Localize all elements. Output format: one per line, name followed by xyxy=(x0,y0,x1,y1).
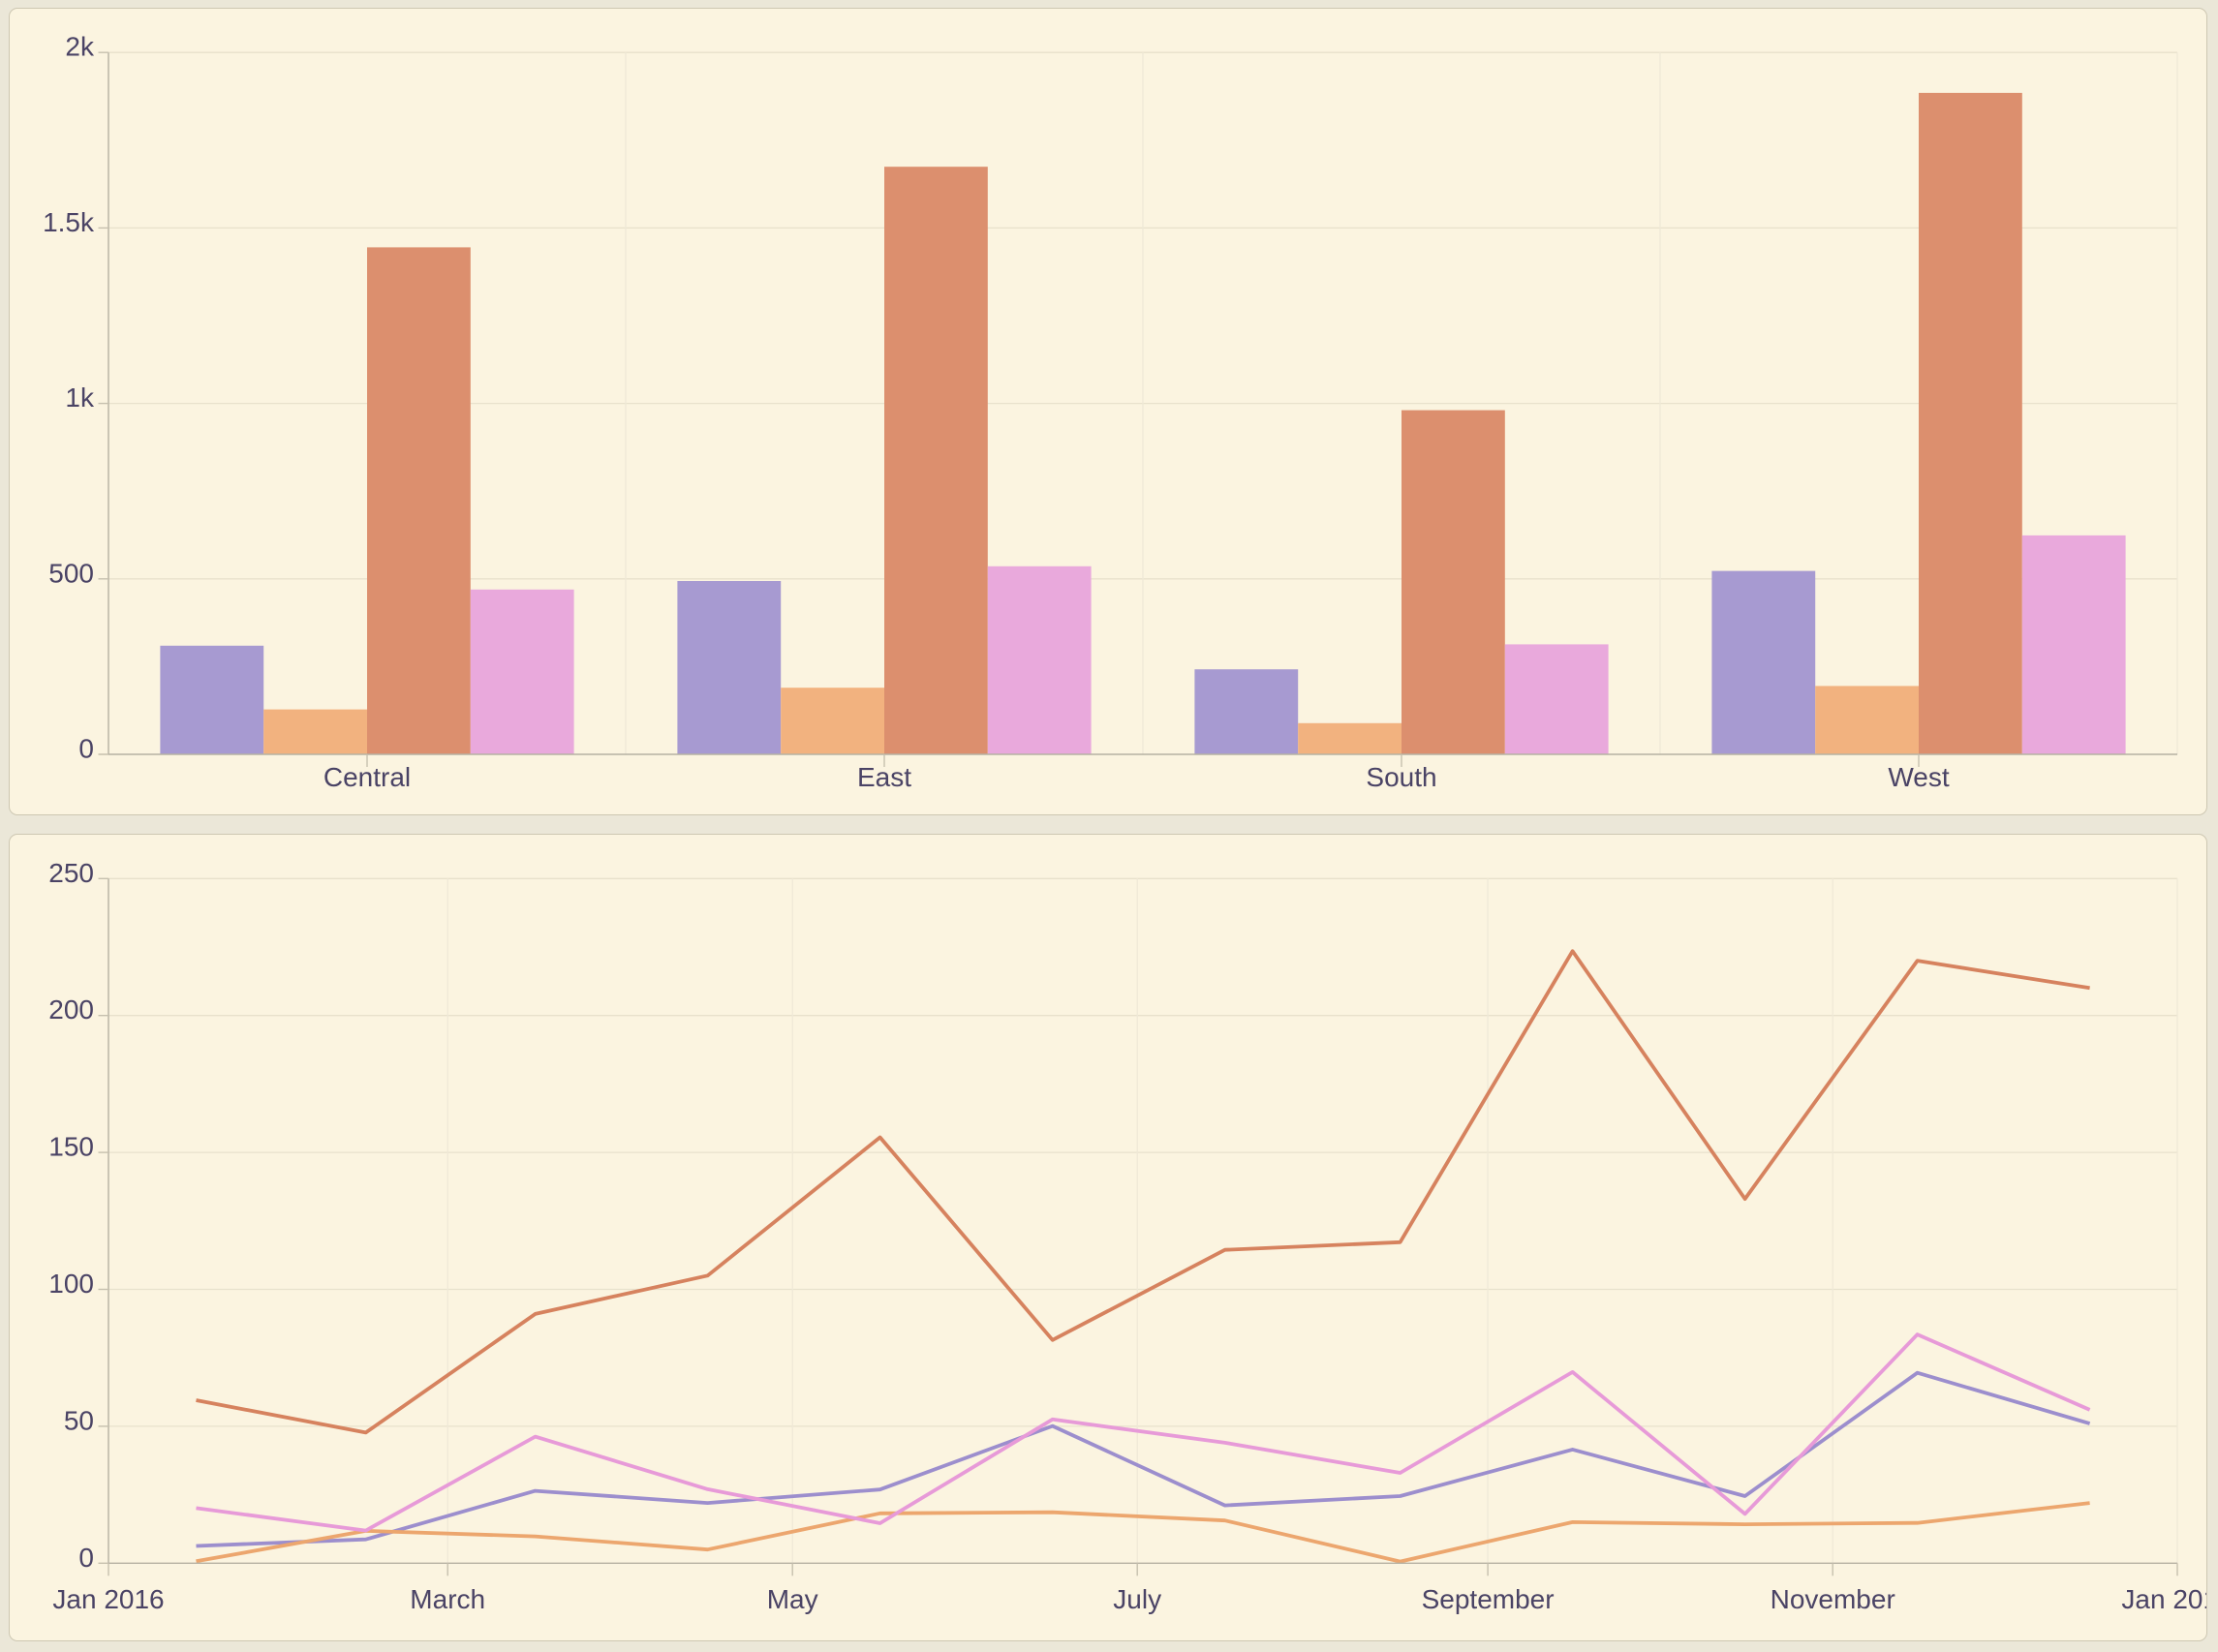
svg-text:Jan 2017: Jan 2017 xyxy=(2121,1584,2207,1614)
svg-text:East: East xyxy=(857,762,911,792)
svg-text:March: March xyxy=(410,1584,485,1614)
svg-text:July: July xyxy=(1113,1584,1161,1614)
svg-text:Central: Central xyxy=(323,762,411,792)
svg-text:November: November xyxy=(1771,1584,1895,1614)
svg-text:1k: 1k xyxy=(65,382,95,413)
svg-text:Jan 2016: Jan 2016 xyxy=(52,1584,164,1614)
svg-text:150: 150 xyxy=(48,1132,94,1162)
svg-text:West: West xyxy=(1888,762,1949,792)
svg-text:500: 500 xyxy=(48,558,94,588)
svg-text:May: May xyxy=(767,1584,818,1614)
svg-text:50: 50 xyxy=(64,1405,94,1435)
svg-text:250: 250 xyxy=(48,858,94,888)
svg-text:0: 0 xyxy=(78,734,94,764)
svg-text:South: South xyxy=(1366,762,1436,792)
svg-text:100: 100 xyxy=(48,1269,94,1299)
svg-text:200: 200 xyxy=(48,994,94,1025)
svg-text:September: September xyxy=(1422,1584,1555,1614)
svg-text:0: 0 xyxy=(78,1543,94,1573)
svg-text:2k: 2k xyxy=(65,32,95,62)
svg-text:1.5k: 1.5k xyxy=(43,207,95,237)
